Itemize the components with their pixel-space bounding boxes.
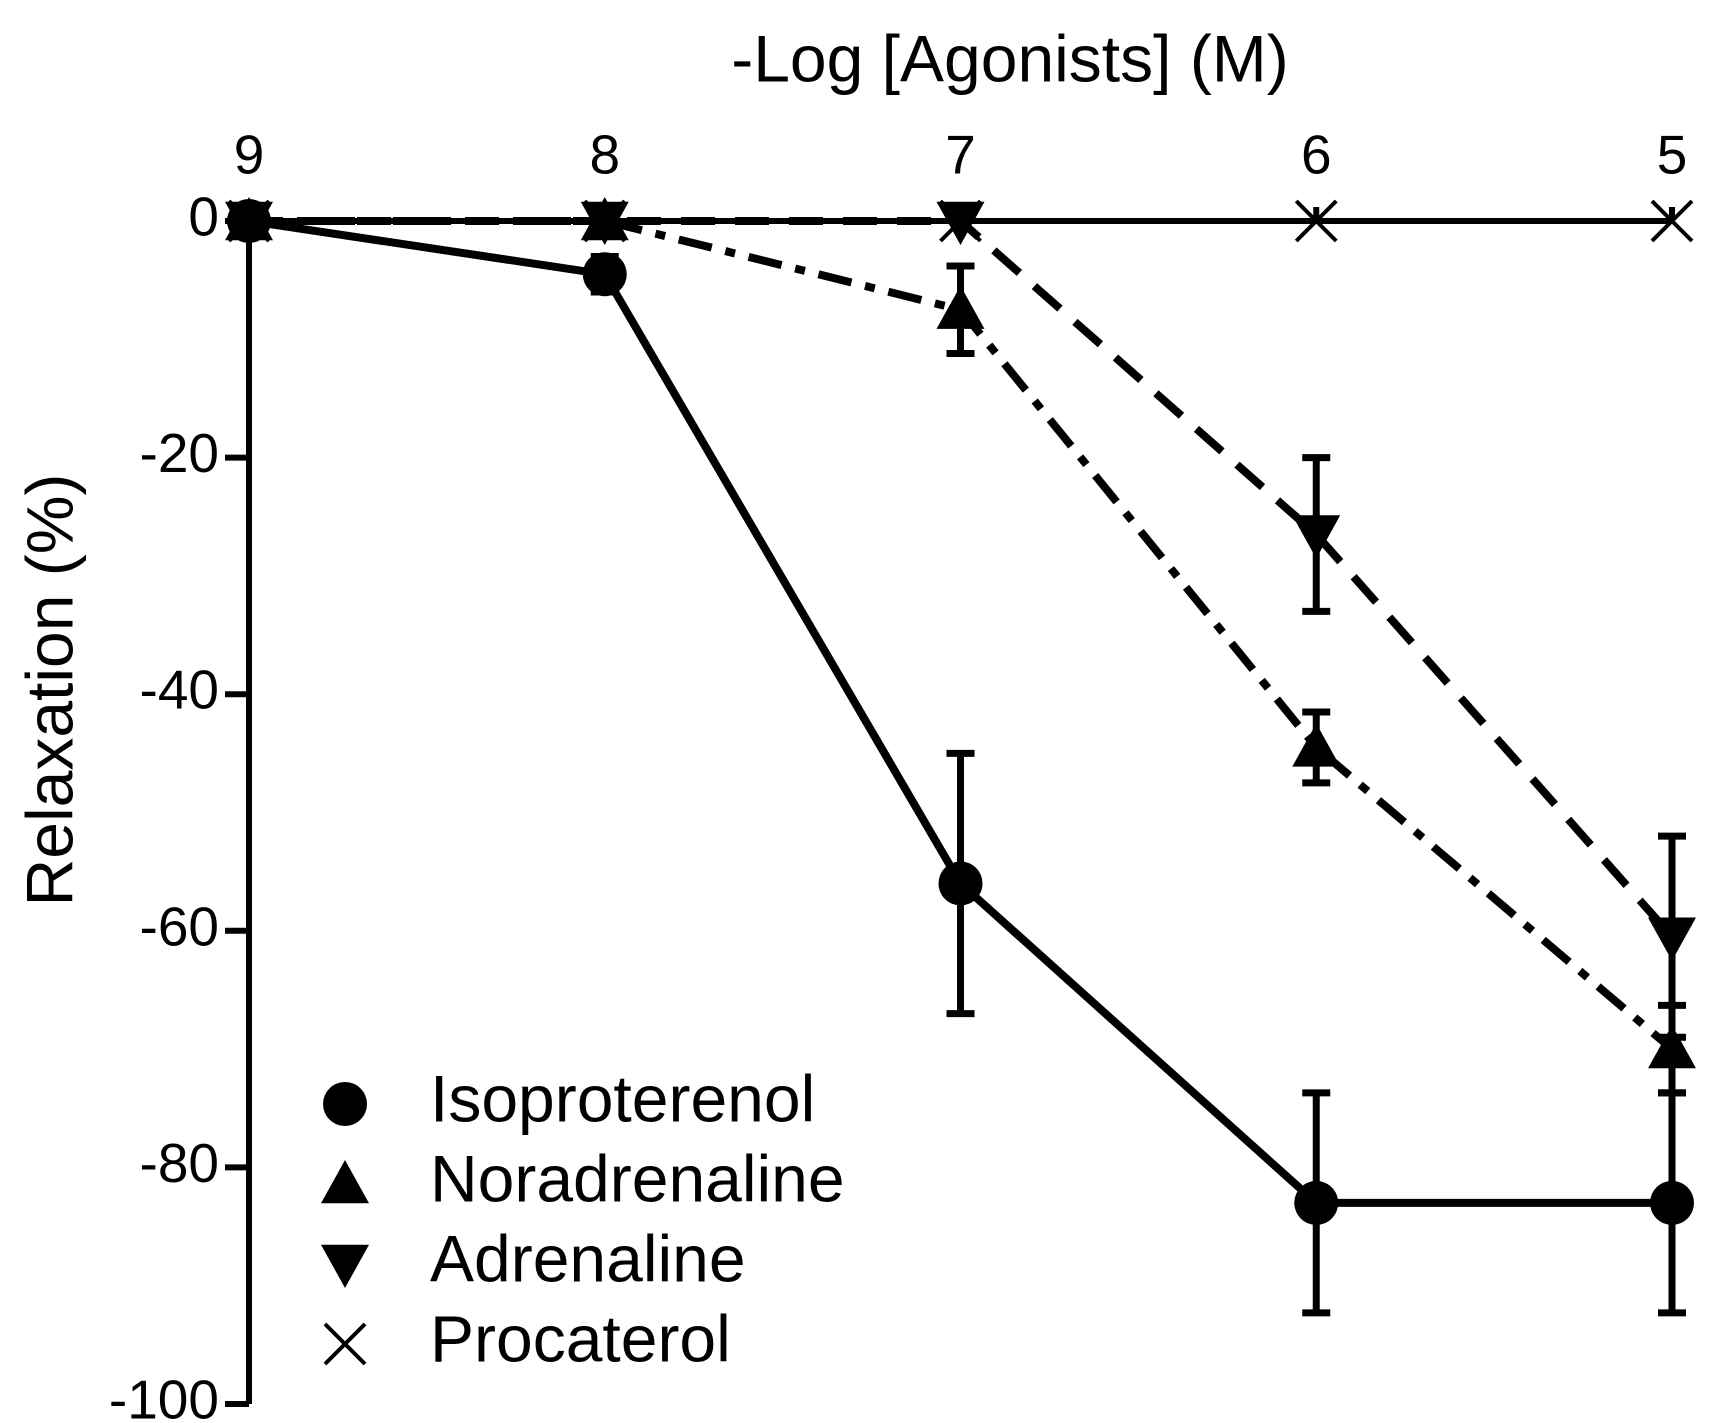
x-tick-label: 8 xyxy=(589,124,620,186)
data-point xyxy=(1294,199,1338,243)
x-tick-label: 6 xyxy=(1301,124,1332,186)
x-tick-label: 9 xyxy=(234,124,265,186)
legend-label: Noradrenaline xyxy=(430,1141,845,1215)
x-axis-title: -Log [Agonists] (M) xyxy=(731,21,1289,95)
data-point xyxy=(1650,1180,1694,1225)
data-point xyxy=(938,861,983,906)
data-point xyxy=(1650,199,1694,243)
legend-marker xyxy=(321,1244,369,1288)
legend-label: Adrenaline xyxy=(430,1221,746,1295)
legend-marker xyxy=(321,1160,369,1204)
legend-marker xyxy=(323,1322,367,1366)
legend-label: Procaterol xyxy=(430,1301,731,1375)
data-point xyxy=(1648,1025,1696,1069)
data-point xyxy=(936,285,985,329)
y-axis-title: Relaxation (%) xyxy=(12,474,86,907)
data-point xyxy=(1292,515,1341,559)
data-point xyxy=(583,199,627,243)
data-point xyxy=(227,199,271,243)
y-tick-label: -40 xyxy=(140,659,220,721)
data-point xyxy=(1292,723,1341,767)
data-point xyxy=(939,199,982,243)
legend-label: Isoproterenol xyxy=(430,1061,815,1135)
x-tick-label: 7 xyxy=(945,124,976,186)
data-point xyxy=(582,252,627,297)
y-tick-label: 0 xyxy=(188,186,219,248)
y-tick-label: -100 xyxy=(109,1369,219,1423)
series-line xyxy=(248,217,1672,1207)
y-tick-label: -20 xyxy=(140,422,220,484)
legend-marker xyxy=(323,1082,367,1126)
x-tick-label: 5 xyxy=(1657,124,1688,186)
y-tick-label: -60 xyxy=(140,895,220,957)
y-tick-label: -80 xyxy=(140,1132,220,1194)
data-point xyxy=(1294,1180,1339,1225)
data-point xyxy=(1648,917,1696,961)
